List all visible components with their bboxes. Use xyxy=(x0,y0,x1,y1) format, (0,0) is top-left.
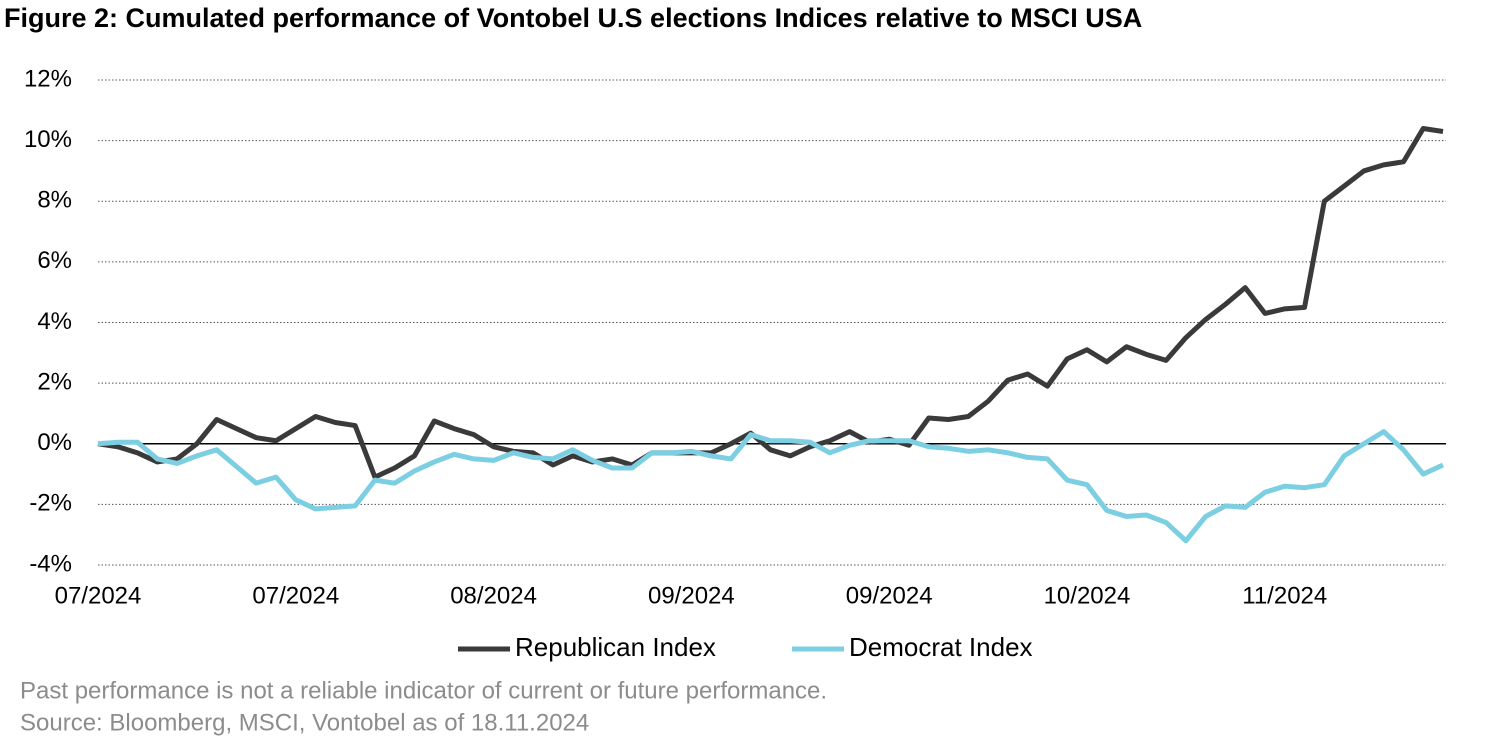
y-tick-label: 4% xyxy=(37,308,72,335)
series-line xyxy=(97,429,1445,544)
x-tick-label: 09/2024 xyxy=(648,582,735,609)
y-tick-label: 0% xyxy=(37,429,72,456)
y-tick-label: 12% xyxy=(24,65,72,92)
y-tick-label: 6% xyxy=(37,247,72,274)
footnote: Source: Bloomberg, MSCI, Vontobel as of … xyxy=(20,709,589,736)
y-tick-label: 2% xyxy=(37,368,72,395)
y-tick-label: -4% xyxy=(29,550,72,577)
x-tick-label: 08/2024 xyxy=(450,582,537,609)
x-tick-label: 09/2024 xyxy=(846,582,933,609)
y-tick-label: -2% xyxy=(29,490,72,517)
series-line xyxy=(97,126,1444,480)
y-tick-label: 10% xyxy=(24,126,72,153)
chart-title: Figure 2: Cumulated performance of Vonto… xyxy=(4,3,1142,33)
footnote: Past performance is not a reliable indic… xyxy=(20,677,827,704)
y-tick-label: 8% xyxy=(37,187,72,214)
x-tick-label: 10/2024 xyxy=(1044,582,1131,609)
legend-label: Republican Index xyxy=(515,632,716,662)
x-tick-label: 07/2024 xyxy=(55,582,142,609)
x-tick-label: 07/2024 xyxy=(252,582,339,609)
legend-label: Democrat Index xyxy=(849,632,1033,662)
x-tick-label: 11/2024 xyxy=(1242,582,1327,609)
